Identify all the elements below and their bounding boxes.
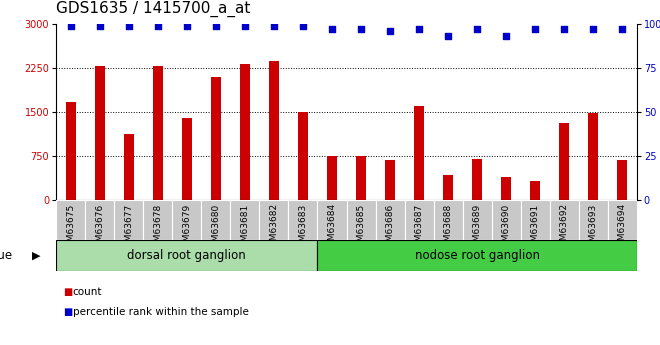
- Point: [123, 23, 134, 29]
- Bar: [240, 64, 250, 200]
- Text: GSM63675: GSM63675: [66, 203, 75, 253]
- Text: GSM63679: GSM63679: [182, 203, 191, 253]
- Point: [152, 23, 163, 29]
- Bar: [298, 112, 308, 200]
- Bar: [617, 160, 628, 200]
- Bar: [550, 200, 579, 240]
- Point: [94, 23, 105, 29]
- Bar: [230, 200, 259, 240]
- Bar: [579, 200, 608, 240]
- Bar: [501, 177, 512, 200]
- Bar: [317, 240, 637, 271]
- Bar: [443, 176, 453, 200]
- Point: [443, 34, 453, 39]
- Bar: [114, 200, 143, 240]
- Point: [356, 27, 366, 32]
- Bar: [317, 200, 346, 240]
- Point: [385, 28, 395, 34]
- Text: ▶: ▶: [32, 250, 40, 260]
- Bar: [65, 101, 76, 200]
- Point: [298, 23, 308, 29]
- Text: nodose root ganglion: nodose root ganglion: [414, 249, 540, 262]
- Text: GSM63680: GSM63680: [211, 203, 220, 253]
- Text: GSM63683: GSM63683: [298, 203, 308, 253]
- Point: [65, 23, 76, 29]
- Bar: [172, 200, 201, 240]
- Point: [327, 27, 337, 32]
- Bar: [463, 200, 492, 240]
- Text: GSM63677: GSM63677: [124, 203, 133, 253]
- Bar: [385, 160, 395, 200]
- Bar: [143, 200, 172, 240]
- Point: [472, 27, 482, 32]
- Text: dorsal root ganglion: dorsal root ganglion: [127, 249, 246, 262]
- Text: GSM63681: GSM63681: [240, 203, 249, 253]
- Text: GSM63687: GSM63687: [414, 203, 424, 253]
- Bar: [472, 159, 482, 200]
- Point: [240, 23, 250, 29]
- Point: [588, 27, 599, 32]
- Point: [182, 23, 192, 29]
- Text: tissue: tissue: [0, 249, 13, 262]
- Text: GSM63678: GSM63678: [153, 203, 162, 253]
- Text: GSM63689: GSM63689: [473, 203, 482, 253]
- Text: ■: ■: [63, 287, 72, 296]
- Bar: [123, 135, 134, 200]
- Text: GSM63676: GSM63676: [95, 203, 104, 253]
- Bar: [530, 181, 541, 200]
- Text: GSM63682: GSM63682: [269, 203, 279, 253]
- Bar: [608, 200, 637, 240]
- Point: [530, 27, 541, 32]
- Text: GSM63692: GSM63692: [560, 203, 569, 253]
- Bar: [182, 118, 192, 200]
- Bar: [559, 123, 570, 200]
- Bar: [492, 200, 521, 240]
- Text: GSM63691: GSM63691: [531, 203, 540, 253]
- Text: GSM63694: GSM63694: [618, 203, 627, 253]
- Text: GSM63684: GSM63684: [327, 203, 337, 253]
- Text: GSM63685: GSM63685: [356, 203, 366, 253]
- Point: [269, 23, 279, 29]
- Bar: [56, 240, 317, 271]
- Bar: [346, 200, 376, 240]
- Bar: [94, 66, 105, 200]
- Bar: [85, 200, 114, 240]
- Text: GSM63693: GSM63693: [589, 203, 598, 253]
- Bar: [376, 200, 405, 240]
- Point: [211, 23, 221, 29]
- Bar: [269, 60, 279, 200]
- Point: [501, 34, 512, 39]
- Bar: [56, 200, 85, 240]
- Bar: [288, 200, 317, 240]
- Bar: [434, 200, 463, 240]
- Text: GSM63686: GSM63686: [385, 203, 395, 253]
- Bar: [201, 200, 230, 240]
- Bar: [211, 77, 221, 200]
- Bar: [152, 66, 163, 200]
- Text: percentile rank within the sample: percentile rank within the sample: [73, 307, 248, 317]
- Text: GSM63690: GSM63690: [502, 203, 511, 253]
- Text: GSM63688: GSM63688: [444, 203, 453, 253]
- Text: GDS1635 / 1415700_a_at: GDS1635 / 1415700_a_at: [56, 1, 251, 17]
- Bar: [356, 156, 366, 200]
- Bar: [259, 200, 288, 240]
- Bar: [405, 200, 434, 240]
- Bar: [414, 106, 424, 200]
- Point: [559, 27, 570, 32]
- Point: [414, 27, 424, 32]
- Bar: [521, 200, 550, 240]
- Text: ■: ■: [63, 307, 72, 317]
- Bar: [327, 156, 337, 200]
- Text: count: count: [73, 287, 102, 296]
- Bar: [588, 113, 599, 200]
- Point: [617, 27, 628, 32]
